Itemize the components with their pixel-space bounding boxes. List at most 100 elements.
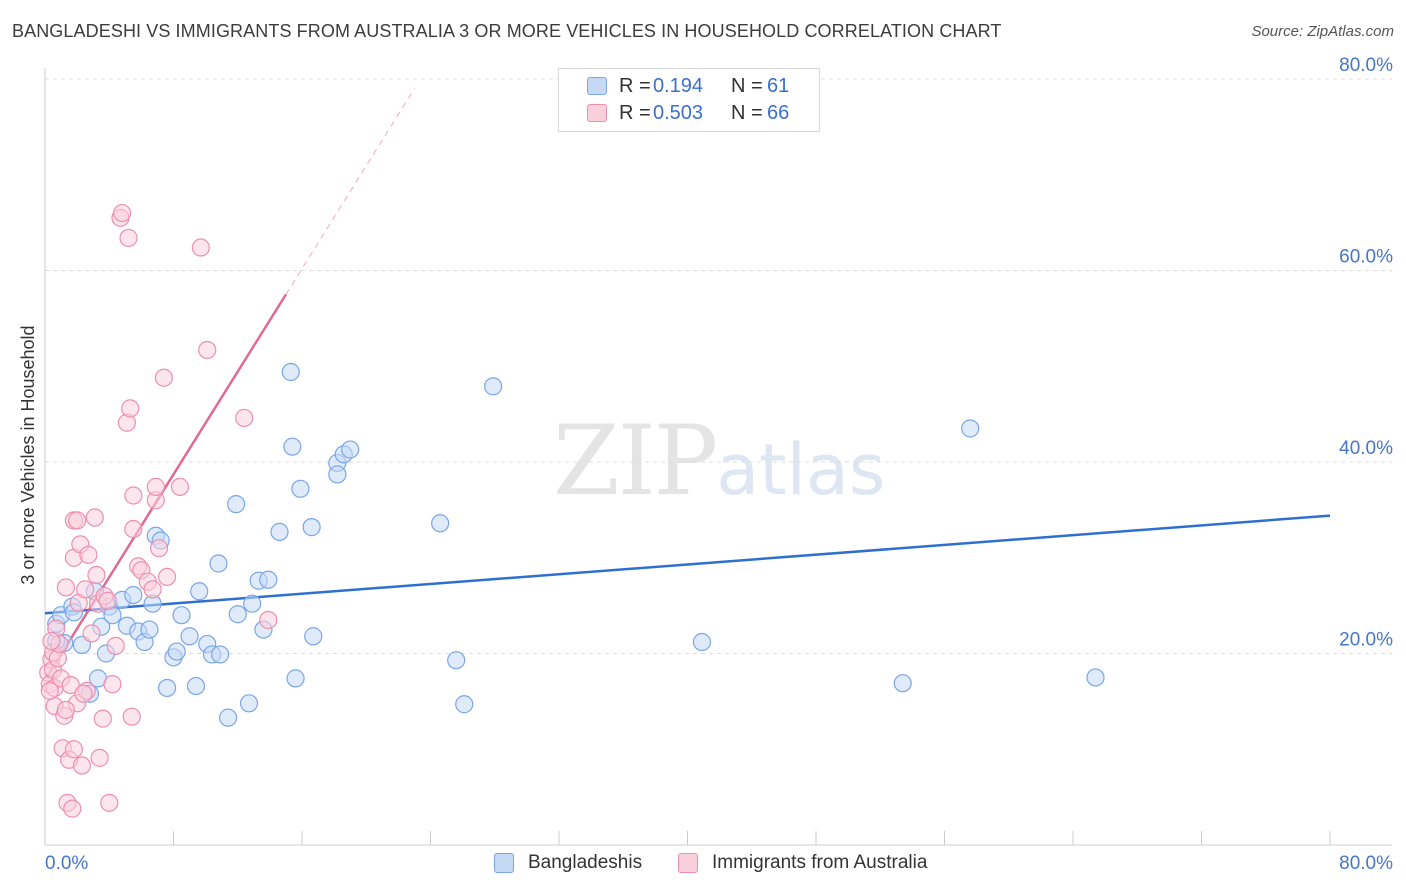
- y-tick-label: 80.0%: [1339, 55, 1393, 76]
- data-point: [219, 708, 238, 727]
- data-point: [455, 695, 474, 714]
- series-bangladeshis: [47, 362, 1105, 727]
- data-point: [304, 627, 323, 646]
- data-point: [112, 203, 132, 223]
- data-point: [143, 580, 162, 599]
- data-point: [302, 518, 321, 537]
- data-points: [39, 203, 1105, 818]
- data-point: [68, 511, 87, 530]
- data-point: [157, 678, 177, 698]
- data-point: [76, 580, 95, 599]
- stats-legend: R = 0.194 N = 61 R = 0.503 N = 66: [558, 68, 820, 132]
- x-tick-label: 0.0%: [45, 853, 88, 874]
- data-point: [103, 675, 122, 694]
- legend-r-label: R =: [619, 102, 651, 124]
- trend-line-dashed: [285, 88, 415, 295]
- data-point: [56, 700, 75, 720]
- data-point: [79, 545, 98, 564]
- bottom-legend-label: Immigrants from Australia: [712, 852, 928, 873]
- legend-n-label: N =: [731, 75, 763, 97]
- legend-r-label: R =: [619, 75, 651, 97]
- data-point: [149, 539, 169, 558]
- data-point: [56, 578, 75, 597]
- data-point: [172, 606, 191, 625]
- data-point: [72, 756, 92, 775]
- watermark-zip: ZIP: [553, 405, 718, 517]
- data-point: [40, 681, 59, 700]
- data-point: [227, 495, 246, 514]
- tick-labels: 20.0% 40.0% 60.0% 80.0% 0.0% 80.0%: [45, 55, 1393, 874]
- data-point: [186, 676, 206, 696]
- data-point: [283, 437, 302, 456]
- data-point: [447, 651, 466, 670]
- data-point: [281, 362, 300, 382]
- legend-n-value: 61: [767, 75, 790, 97]
- data-point: [121, 399, 140, 418]
- data-point: [154, 368, 173, 387]
- data-point: [328, 465, 347, 484]
- data-point: [74, 684, 93, 703]
- data-point: [190, 582, 209, 601]
- trend-lines: [44, 88, 1331, 679]
- data-point: [140, 620, 159, 639]
- legend-r-value: 0.503: [653, 102, 704, 124]
- data-point: [124, 585, 143, 605]
- y-tick-label: 20.0%: [1339, 630, 1393, 651]
- axes: [44, 68, 1392, 846]
- data-point: [106, 636, 125, 655]
- data-point: [198, 340, 217, 360]
- bottom-legend-swatch-bangladeshis: [494, 853, 514, 873]
- y-axis-title: 3 or more Vehicles in Household: [18, 325, 38, 584]
- data-point: [893, 674, 912, 693]
- data-point: [157, 567, 177, 587]
- data-point: [191, 238, 210, 257]
- data-point: [228, 605, 247, 624]
- grid: [45, 78, 1392, 654]
- data-point: [82, 624, 101, 643]
- data-point: [61, 675, 80, 695]
- data-point: [124, 519, 143, 539]
- chart-title: BANGLADESHI VS IMMIGRANTS FROM AUSTRALIA…: [12, 21, 1002, 41]
- data-point: [291, 479, 310, 498]
- data-point: [259, 570, 278, 589]
- data-point: [98, 591, 117, 610]
- data-point: [341, 440, 360, 459]
- data-point: [119, 228, 138, 248]
- data-point: [692, 632, 712, 652]
- trend-line: [44, 514, 1331, 615]
- data-point: [210, 645, 230, 664]
- bottom-legend-swatch-immigrants-australia: [678, 853, 698, 873]
- legend-n-label: N =: [731, 102, 763, 124]
- legend-r-value: 0.194: [653, 75, 704, 97]
- watermark: ZIPatlas: [553, 405, 885, 517]
- y-tick-label: 60.0%: [1339, 247, 1393, 268]
- legend-n-value: 66: [767, 102, 790, 124]
- data-point: [85, 508, 104, 527]
- data-point: [146, 477, 165, 496]
- data-point: [286, 669, 305, 688]
- data-point: [259, 610, 278, 630]
- trend-line: [45, 293, 287, 679]
- source-label: Source: ZipAtlas.com: [1251, 23, 1394, 40]
- data-point: [170, 477, 190, 496]
- data-point: [100, 793, 119, 812]
- watermark-atlas: atlas: [716, 429, 886, 511]
- data-point: [484, 377, 503, 396]
- data-point: [431, 514, 450, 533]
- x-tick-label: 80.0%: [1339, 853, 1393, 874]
- data-point: [235, 408, 254, 428]
- data-point: [180, 627, 199, 646]
- data-point: [42, 631, 61, 651]
- bottom-legend-label: Bangladeshis: [528, 852, 643, 873]
- data-point: [87, 565, 106, 585]
- data-point: [1086, 668, 1105, 687]
- y-tick-label: 40.0%: [1339, 438, 1393, 459]
- data-point: [167, 642, 186, 661]
- data-point: [961, 419, 980, 438]
- data-point: [239, 694, 259, 713]
- data-point: [270, 522, 289, 541]
- legend-swatch-bangladeshis: [587, 77, 607, 95]
- data-point: [122, 707, 141, 726]
- data-point: [63, 799, 82, 818]
